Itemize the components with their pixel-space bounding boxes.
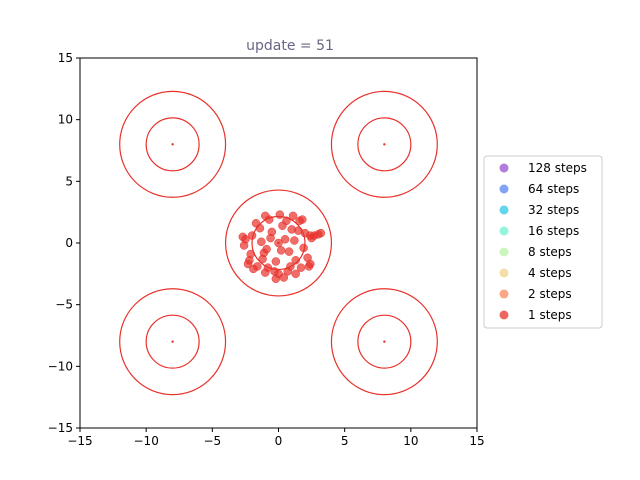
point-7-18 (247, 231, 257, 240)
chart-title: update = 51 (246, 38, 334, 54)
point-7-41 (243, 259, 253, 269)
point-7-0 (274, 238, 283, 248)
point-7-17 (299, 243, 308, 253)
point-7-46 (267, 227, 277, 237)
legend-marker-0 (499, 163, 509, 173)
point-7-31 (261, 211, 270, 221)
point-7-3 (284, 247, 294, 256)
x-tick-label-0: −15 (67, 434, 92, 448)
contour-ring-1-0 (357, 117, 412, 172)
contour-ring-2-0 (145, 314, 200, 369)
contour-ring-0-0 (145, 117, 200, 172)
legend: 128 steps 64 steps 32 steps 16 steps 8 steps… (483, 155, 603, 329)
legend-box (483, 155, 603, 329)
point-7-42 (249, 264, 258, 274)
legend-label-7: 1 steps (528, 308, 572, 322)
contour-center-3 (383, 340, 386, 343)
point-7-50 (298, 215, 307, 224)
legend-marker-2 (499, 205, 509, 215)
axes: −15 −10 −5 0 5 10 15 −15 −10 −5 0 5 10 15 (48, 51, 485, 448)
contour-center-1 (383, 143, 386, 146)
point-7-51 (261, 268, 270, 277)
legend-marker-6 (499, 289, 509, 299)
legend-marker-3 (499, 226, 509, 236)
point-7-44 (304, 262, 314, 271)
legend-marker-7 (499, 310, 509, 320)
legend-marker-1 (499, 184, 509, 194)
y-tick-label-3: 0 (65, 236, 73, 250)
y-tick-label-2: −5 (55, 298, 73, 312)
x-tick-label-6: 15 (469, 434, 484, 448)
contour-ring-3-0 (357, 314, 412, 369)
point-7-24 (251, 219, 261, 228)
x-tick-label-3: 0 (275, 434, 283, 448)
point-7-40 (239, 241, 249, 250)
contour-center-2 (171, 340, 174, 343)
contour-ring-2-1 (119, 288, 227, 396)
legend-label-0: 128 steps (528, 161, 587, 175)
point-7-8 (271, 257, 281, 266)
point-7-52 (291, 269, 300, 279)
contour-center-0 (171, 143, 174, 146)
legend-label-3: 16 steps (528, 224, 579, 238)
point-7-38 (306, 231, 315, 240)
point-7-5 (290, 236, 299, 245)
contour-ring-3-1 (330, 288, 438, 396)
x-tick-label-2: −5 (203, 434, 221, 448)
point-7-37 (316, 228, 326, 238)
point-7-48 (287, 225, 296, 234)
contour-ring-0-1 (119, 90, 227, 198)
x-tick-label-5: 10 (403, 434, 418, 448)
point-7-49 (259, 248, 269, 258)
point-7-11 (291, 256, 300, 265)
legend-marker-5 (499, 268, 509, 278)
legend-marker-4 (499, 247, 509, 257)
y-tick-label-6: 15 (58, 51, 73, 65)
point-7-47 (276, 246, 286, 255)
point-7-53 (274, 269, 283, 279)
y-tick-label-5: 10 (58, 113, 73, 127)
legend-label-1: 64 steps (528, 182, 579, 196)
plot-area (119, 90, 438, 396)
y-tick-label-1: −10 (48, 359, 73, 373)
contour-ring-4-1 (224, 189, 333, 297)
point-7-6 (257, 237, 266, 247)
y-tick-label-4: 5 (65, 174, 73, 188)
point-7-45 (283, 267, 293, 276)
point-7-39 (238, 232, 248, 242)
legend-label-5: 4 steps (528, 266, 572, 280)
point-7-32 (288, 211, 298, 221)
point-7-19 (275, 210, 285, 219)
legend-label-6: 2 steps (528, 287, 572, 301)
x-tick-label-1: −10 (134, 434, 159, 448)
point-7-1 (280, 235, 290, 244)
point-7-13 (282, 216, 291, 226)
legend-label-2: 32 steps (528, 203, 579, 217)
y-tick-label-0: −15 (48, 421, 73, 435)
legend-label-4: 8 steps (528, 245, 572, 259)
x-tick-label-4: 5 (341, 434, 349, 448)
contour-ring-1-1 (330, 90, 438, 198)
